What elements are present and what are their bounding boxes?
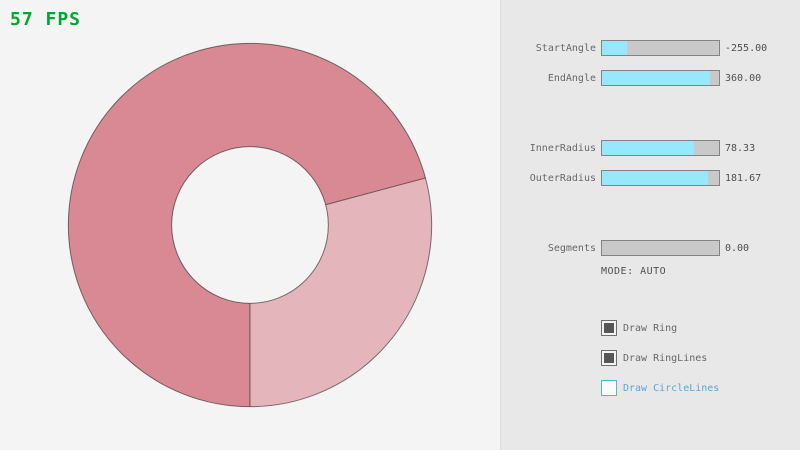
slider-row-start-angle: StartAngle -255.00 <box>501 40 800 56</box>
inner-radius-value: 78.33 <box>725 143 756 154</box>
inner-radius-slider[interactable] <box>601 140 720 156</box>
start-angle-label: StartAngle <box>535 43 596 54</box>
start-angle-slider[interactable] <box>601 40 720 56</box>
mode-text: MODE: AUTO <box>601 266 667 277</box>
end-angle-label: EndAngle <box>547 73 596 84</box>
end-angle-value: 360.00 <box>725 73 762 84</box>
draw-ring-checkbox[interactable] <box>601 320 617 336</box>
outer-radius-value: 181.67 <box>725 173 762 184</box>
ring-sector-dark <box>68 43 426 407</box>
segments-slider[interactable] <box>601 240 720 256</box>
fps-counter: 57 FPS <box>10 9 82 30</box>
segments-label: Segments <box>547 243 596 254</box>
end-angle-slider[interactable] <box>601 70 720 86</box>
end-angle-slider-fill <box>602 71 710 85</box>
slider-row-end-angle: EndAngle 360.00 <box>501 70 800 86</box>
checkbox-row-draw-ring: Draw Ring <box>601 320 800 336</box>
outer-radius-slider[interactable] <box>601 170 720 186</box>
outer-radius-label: OuterRadius <box>529 173 596 184</box>
checkbox-row-draw-ringlines: Draw RingLines <box>601 350 800 366</box>
ring-sector-light <box>250 177 432 407</box>
ring-inner-outline <box>171 146 329 304</box>
inner-radius-slider-fill <box>602 141 694 155</box>
start-angle-slider-fill <box>602 41 628 55</box>
segments-value: 0.00 <box>725 243 750 254</box>
slider-row-inner-radius: InnerRadius 78.33 <box>501 140 800 156</box>
ring-radial-line-start <box>325 177 426 206</box>
draw-ringlines-label: Draw RingLines <box>623 353 708 364</box>
checkbox-row-draw-circlelines: Draw CircleLines <box>601 380 800 396</box>
draw-ring-label: Draw Ring <box>623 323 678 334</box>
draw-circlelines-checkbox[interactable] <box>601 380 617 396</box>
start-angle-value: -255.00 <box>725 43 768 54</box>
slider-row-outer-radius: OuterRadius 181.67 <box>501 170 800 186</box>
draw-circlelines-label: Draw CircleLines <box>623 383 720 394</box>
ring-canvas <box>67 42 433 408</box>
controls-panel: StartAngle -255.00 EndAngle 360.00 Inner… <box>500 0 800 450</box>
inner-radius-label: InnerRadius <box>529 143 596 154</box>
draw-ringlines-checkbox[interactable] <box>601 350 617 366</box>
slider-row-segments: Segments 0.00 <box>501 240 800 256</box>
outer-radius-slider-fill <box>602 171 709 185</box>
